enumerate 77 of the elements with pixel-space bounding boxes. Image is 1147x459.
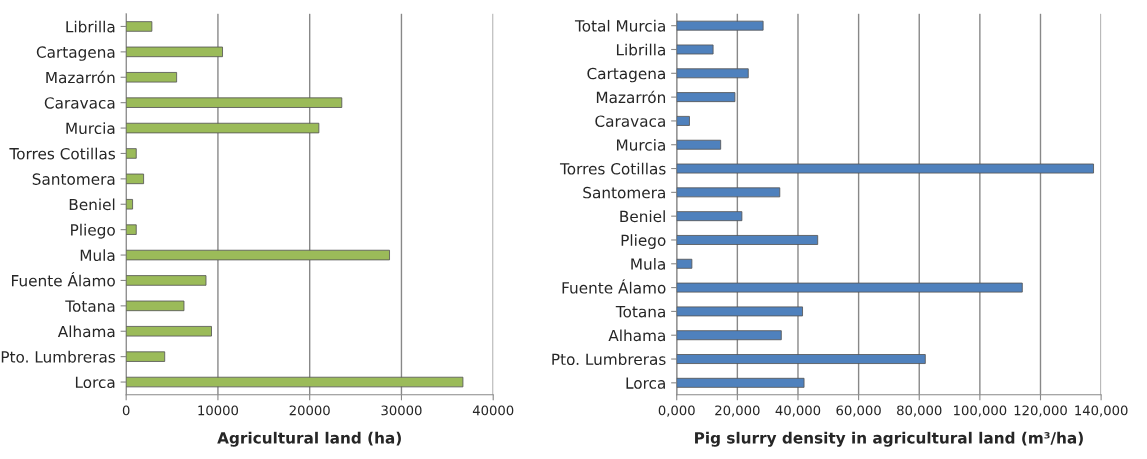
bar bbox=[676, 92, 736, 103]
y-tick-label: Pto. Lumbreras bbox=[1, 350, 116, 363]
x-tick-label: 60,000 bbox=[836, 405, 881, 417]
y-tick-label: Lorca bbox=[75, 376, 115, 389]
bar bbox=[126, 46, 223, 58]
y-tick-label: Librilla bbox=[66, 20, 115, 33]
x-tick-label: 140,000 bbox=[1075, 405, 1128, 417]
bar bbox=[126, 224, 137, 235]
bar bbox=[676, 163, 1094, 174]
bar bbox=[126, 122, 320, 134]
bar bbox=[126, 351, 166, 362]
y-tick-label: Torres Cotillas bbox=[9, 147, 116, 160]
x-tick-label: 40,000 bbox=[775, 405, 821, 417]
bar bbox=[126, 148, 137, 159]
y-tick-label: Mula bbox=[80, 249, 115, 262]
bar bbox=[126, 173, 145, 185]
bar bbox=[676, 258, 693, 269]
y-tick-label: Pliego bbox=[71, 223, 115, 239]
bar bbox=[676, 354, 926, 364]
bar bbox=[126, 21, 153, 32]
y-tick-label: Caravaca bbox=[595, 115, 665, 127]
bar bbox=[676, 211, 743, 222]
bar bbox=[126, 249, 390, 261]
bar bbox=[676, 306, 803, 317]
x-tick-label: 0 bbox=[122, 405, 130, 416]
bar bbox=[676, 377, 805, 388]
y-tick-label: Murcia bbox=[66, 122, 115, 135]
bar bbox=[676, 235, 819, 245]
x-axis-title: Pig slurry density in agricultural land (m³/ha) bbox=[695, 431, 1083, 447]
x-tick-label: 30000 bbox=[381, 405, 422, 416]
bar bbox=[126, 376, 464, 388]
bar bbox=[676, 44, 714, 55]
y-tick-label: Fuente Álamo bbox=[562, 279, 666, 294]
y-tick-label: Total Murcia bbox=[574, 19, 665, 32]
y-tick-label: Alhama bbox=[57, 325, 115, 338]
x-tick-label: 20,000 bbox=[715, 405, 760, 417]
y-tick-label: Librilla bbox=[616, 43, 665, 56]
y-tick-label: Pliego bbox=[621, 234, 666, 249]
bar bbox=[676, 330, 782, 341]
bar bbox=[126, 97, 343, 108]
y-tick-label: Totana bbox=[615, 306, 665, 318]
y-tick-label: Mazarrón bbox=[596, 90, 666, 104]
y-tick-label: Mula bbox=[631, 257, 665, 270]
y-tick-label: Totana bbox=[65, 300, 115, 312]
x-tick-label: 100,000 bbox=[954, 405, 1007, 417]
bar bbox=[126, 275, 207, 286]
x-tick-label: 80,000 bbox=[897, 405, 942, 417]
bar bbox=[126, 326, 212, 337]
y-tick-label: Fuente Álamo bbox=[12, 272, 115, 287]
y-tick-label: Alhama bbox=[608, 329, 665, 342]
y-tick-label: Mazarrón bbox=[46, 70, 115, 84]
bar bbox=[676, 20, 764, 31]
x-tick-label: 120,000 bbox=[1014, 405, 1067, 417]
bar bbox=[676, 115, 690, 126]
y-tick-label: Cartagena bbox=[36, 46, 115, 61]
x-tick-label: 0,000 bbox=[658, 405, 695, 417]
y-tick-label: Beniel bbox=[69, 198, 115, 211]
bar bbox=[126, 300, 185, 312]
x-tick-label: 40000 bbox=[472, 405, 514, 416]
x-axis-title: Agricultural land (ha) bbox=[217, 431, 401, 447]
y-tick-label: Torres Cotillas bbox=[559, 162, 666, 175]
bar bbox=[676, 187, 781, 198]
bar bbox=[676, 68, 749, 79]
x-tick-label: 10000 bbox=[198, 405, 239, 416]
bar bbox=[676, 282, 1023, 293]
y-tick-label: Caravaca bbox=[44, 97, 115, 109]
y-tick-label: Cartagena bbox=[587, 67, 665, 83]
bar bbox=[126, 72, 178, 83]
y-tick-label: Murcia bbox=[617, 138, 665, 151]
y-tick-label: Lorca bbox=[626, 377, 665, 389]
y-tick-label: Santomera bbox=[32, 173, 115, 185]
y-tick-label: Santomera bbox=[583, 186, 665, 199]
x-tick-label: 20000 bbox=[289, 405, 330, 416]
bar bbox=[126, 199, 134, 210]
bar bbox=[676, 139, 722, 150]
y-tick-label: Beniel bbox=[620, 210, 665, 223]
y-tick-label: Pto. Lumbreras bbox=[552, 353, 666, 366]
